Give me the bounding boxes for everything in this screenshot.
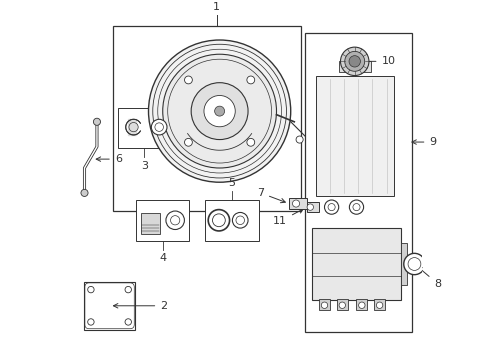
Circle shape [407,258,420,270]
Circle shape [184,76,192,84]
Circle shape [87,319,94,325]
Circle shape [324,200,338,214]
Bar [311,229,400,300]
Circle shape [125,319,131,325]
Circle shape [295,136,303,143]
Text: 9: 9 [411,137,436,147]
Circle shape [232,212,247,228]
Circle shape [327,203,334,211]
Bar [338,61,370,72]
Text: 10: 10 [358,57,395,66]
Text: 3: 3 [141,161,147,171]
Bar [288,198,306,209]
Circle shape [203,95,235,127]
Text: 1: 1 [213,1,220,12]
Circle shape [358,302,364,309]
Circle shape [148,40,290,182]
Circle shape [306,204,313,210]
Text: 6: 6 [96,154,122,164]
Bar [141,213,160,234]
Circle shape [352,203,359,211]
Text: 8: 8 [417,266,440,289]
Circle shape [87,287,94,293]
Text: 2: 2 [113,301,167,311]
Circle shape [151,119,166,135]
Text: 7: 7 [256,188,285,203]
Circle shape [125,287,131,293]
Bar [113,26,301,211]
Bar [305,33,411,332]
Circle shape [184,138,192,146]
Circle shape [403,253,424,275]
Circle shape [338,302,345,309]
Circle shape [191,83,247,140]
Circle shape [81,189,88,197]
Text: 11: 11 [273,209,303,226]
Circle shape [170,216,180,225]
Circle shape [93,118,101,125]
Circle shape [236,216,244,225]
Bar [373,299,384,310]
Circle shape [246,76,254,84]
Circle shape [129,122,138,132]
Circle shape [246,138,254,146]
Circle shape [212,214,225,227]
Circle shape [155,123,163,131]
Circle shape [214,106,224,116]
Bar [319,299,329,310]
Circle shape [165,211,184,230]
Text: 4: 4 [159,253,166,263]
Bar [336,299,347,310]
Bar [400,243,407,285]
Text: 5: 5 [228,177,235,188]
Circle shape [292,200,299,207]
Bar [136,200,189,241]
Circle shape [348,56,360,67]
Circle shape [340,47,368,76]
Bar [315,76,393,197]
Circle shape [344,51,364,71]
Circle shape [163,54,276,168]
Bar [83,282,135,330]
Circle shape [348,200,363,214]
Circle shape [208,210,229,231]
Bar [205,200,258,241]
Bar [118,108,169,148]
Bar [306,202,319,212]
Bar [356,299,366,310]
Circle shape [321,302,327,309]
Circle shape [376,302,382,309]
